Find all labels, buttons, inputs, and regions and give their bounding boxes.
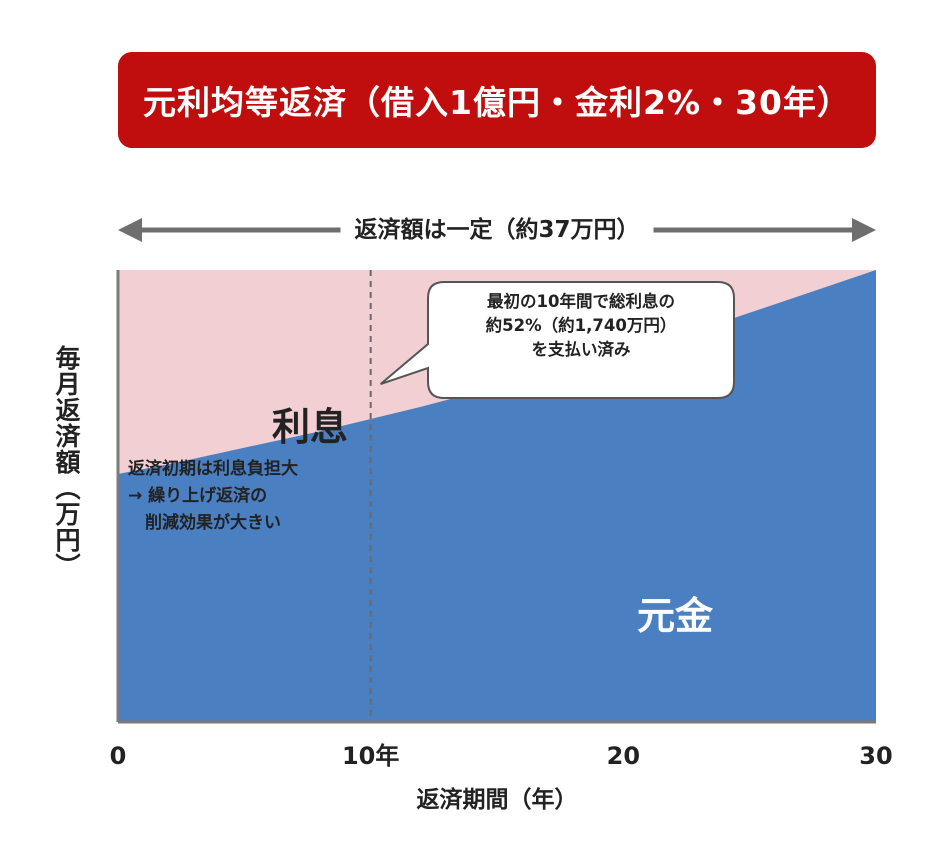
x-tick-label: 10年 bbox=[342, 742, 399, 770]
principal-area-label: 元金 bbox=[636, 594, 713, 638]
note-line: 返済初期は利息負担大 bbox=[128, 459, 298, 479]
callout-bubble bbox=[380, 281, 735, 399]
callout-line: を支払い済み bbox=[531, 340, 631, 359]
x-tick-label: 20 bbox=[607, 742, 640, 770]
x-tick-labels: 0 10年 20 30 bbox=[110, 742, 893, 770]
interest-note: 返済初期は利息負担大 → 繰り上げ返済の 削減効果が大きい bbox=[128, 456, 378, 537]
payment-constant-label: 返済額は一定（約37万円） bbox=[340, 210, 654, 250]
note-line: 削減効果が大きい bbox=[128, 513, 281, 533]
title-banner: 元利均等返済（借入1億円・金利2%・30年） bbox=[118, 52, 876, 148]
callout-line: 約52%（約1,740万円） bbox=[485, 316, 677, 335]
x-axis-label: 返済期間（年） bbox=[416, 787, 578, 813]
x-tick-label: 30 bbox=[859, 742, 892, 770]
y-axis-label: 毎月返済額（万円） bbox=[52, 345, 81, 579]
note-line: → 繰り上げ返済の bbox=[128, 486, 268, 506]
callout-text: 最初の10年間で総利息の 約52%（約1,740万円） を支払い済み bbox=[428, 290, 734, 362]
callout-line: 最初の10年間で総利息の bbox=[487, 292, 675, 311]
x-tick-label: 0 bbox=[110, 742, 127, 770]
payment-constant-arrow: 返済額は一定（約37万円） bbox=[118, 210, 876, 250]
interest-area-label: 利息 bbox=[271, 405, 348, 449]
